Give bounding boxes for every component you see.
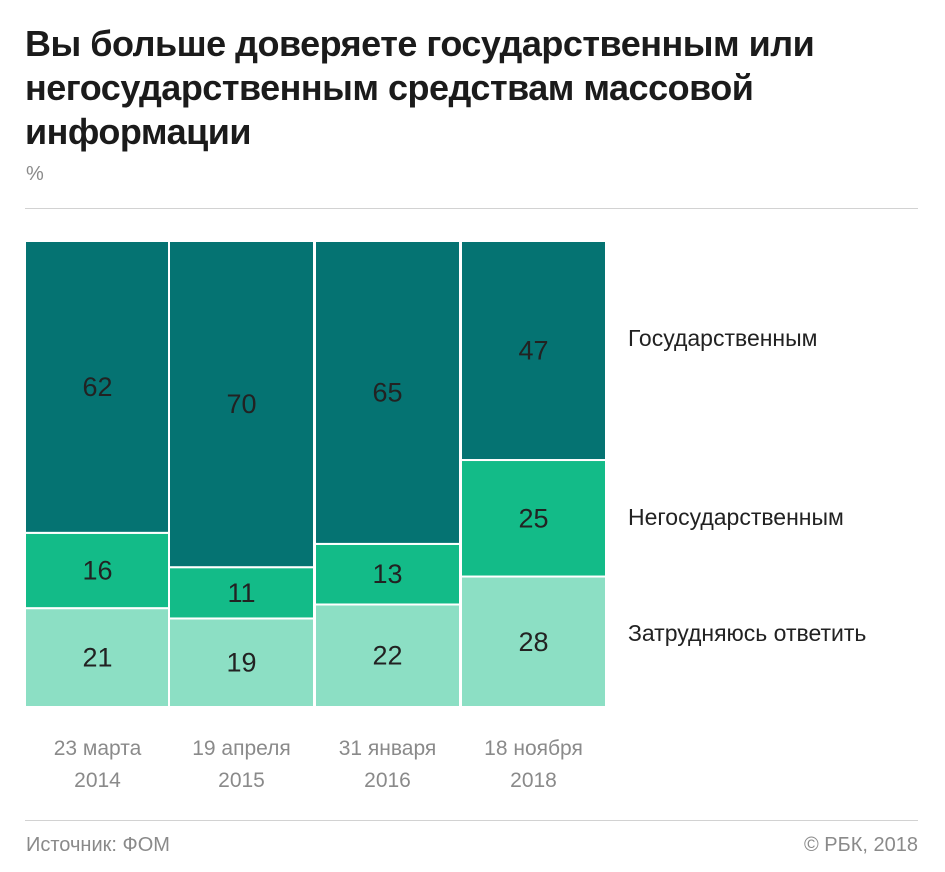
- legend-label-state: Государственным: [628, 325, 817, 351]
- top-divider: [25, 208, 918, 209]
- x-tick-label-1-line-1: 23 марта: [54, 737, 142, 760]
- data-label-undecided-2: 19: [226, 648, 256, 678]
- bar-segment-nonstate-1: [24, 531, 171, 610]
- data-label-undecided-3: 22: [372, 641, 402, 671]
- source-label: Источник: ФОМ: [26, 834, 170, 856]
- data-label-nonstate-3: 13: [372, 559, 402, 589]
- bar-segment-undecided-4: [460, 575, 607, 709]
- x-tick-label-3-line-2: 2016: [364, 769, 411, 792]
- legend-label-undecided: Затрудняюсь ответить: [628, 620, 866, 646]
- data-label-state-4: 47: [518, 336, 548, 366]
- x-tick-label-4-line-2: 2018: [510, 769, 557, 792]
- x-tick-label-2-line-2: 2015: [218, 769, 265, 792]
- x-tick-label-1-line-2: 2014: [74, 769, 121, 792]
- bar-segment-state-3: [314, 240, 461, 545]
- bar-segment-nonstate-4: [460, 459, 607, 578]
- bar-segment-state-2: [168, 240, 315, 569]
- unit-label: %: [26, 163, 44, 185]
- x-tick-label-4-line-1: 18 ноября: [484, 737, 583, 760]
- data-label-nonstate-2: 11: [227, 578, 255, 608]
- bar-segment-undecided-2: [168, 617, 315, 709]
- bar-segment-state-4: [460, 240, 607, 462]
- data-label-undecided-4: 28: [518, 627, 548, 657]
- legend-label-nonstate: Негосударственным: [628, 504, 844, 530]
- data-label-undecided-1: 21: [82, 643, 112, 673]
- x-tick-label-3-line-1: 31 января: [339, 737, 437, 760]
- data-label-nonstate-4: 25: [518, 503, 548, 533]
- x-tick-label-2-line-1: 19 апреля: [192, 737, 291, 760]
- chart-title: Вы больше доверяете государственным или …: [25, 23, 815, 152]
- data-label-state-3: 65: [372, 377, 402, 407]
- data-label-nonstate-1: 16: [82, 555, 112, 585]
- bar-segment-state-1: [24, 240, 171, 534]
- data-label-state-2: 70: [226, 389, 256, 419]
- bar-segment-undecided-1: [24, 607, 171, 708]
- bar-segment-nonstate-2: [168, 566, 315, 620]
- bottom-divider: [25, 820, 918, 821]
- copyright-label: © РБК, 2018: [803, 834, 918, 856]
- data-label-state-1: 62: [82, 372, 112, 402]
